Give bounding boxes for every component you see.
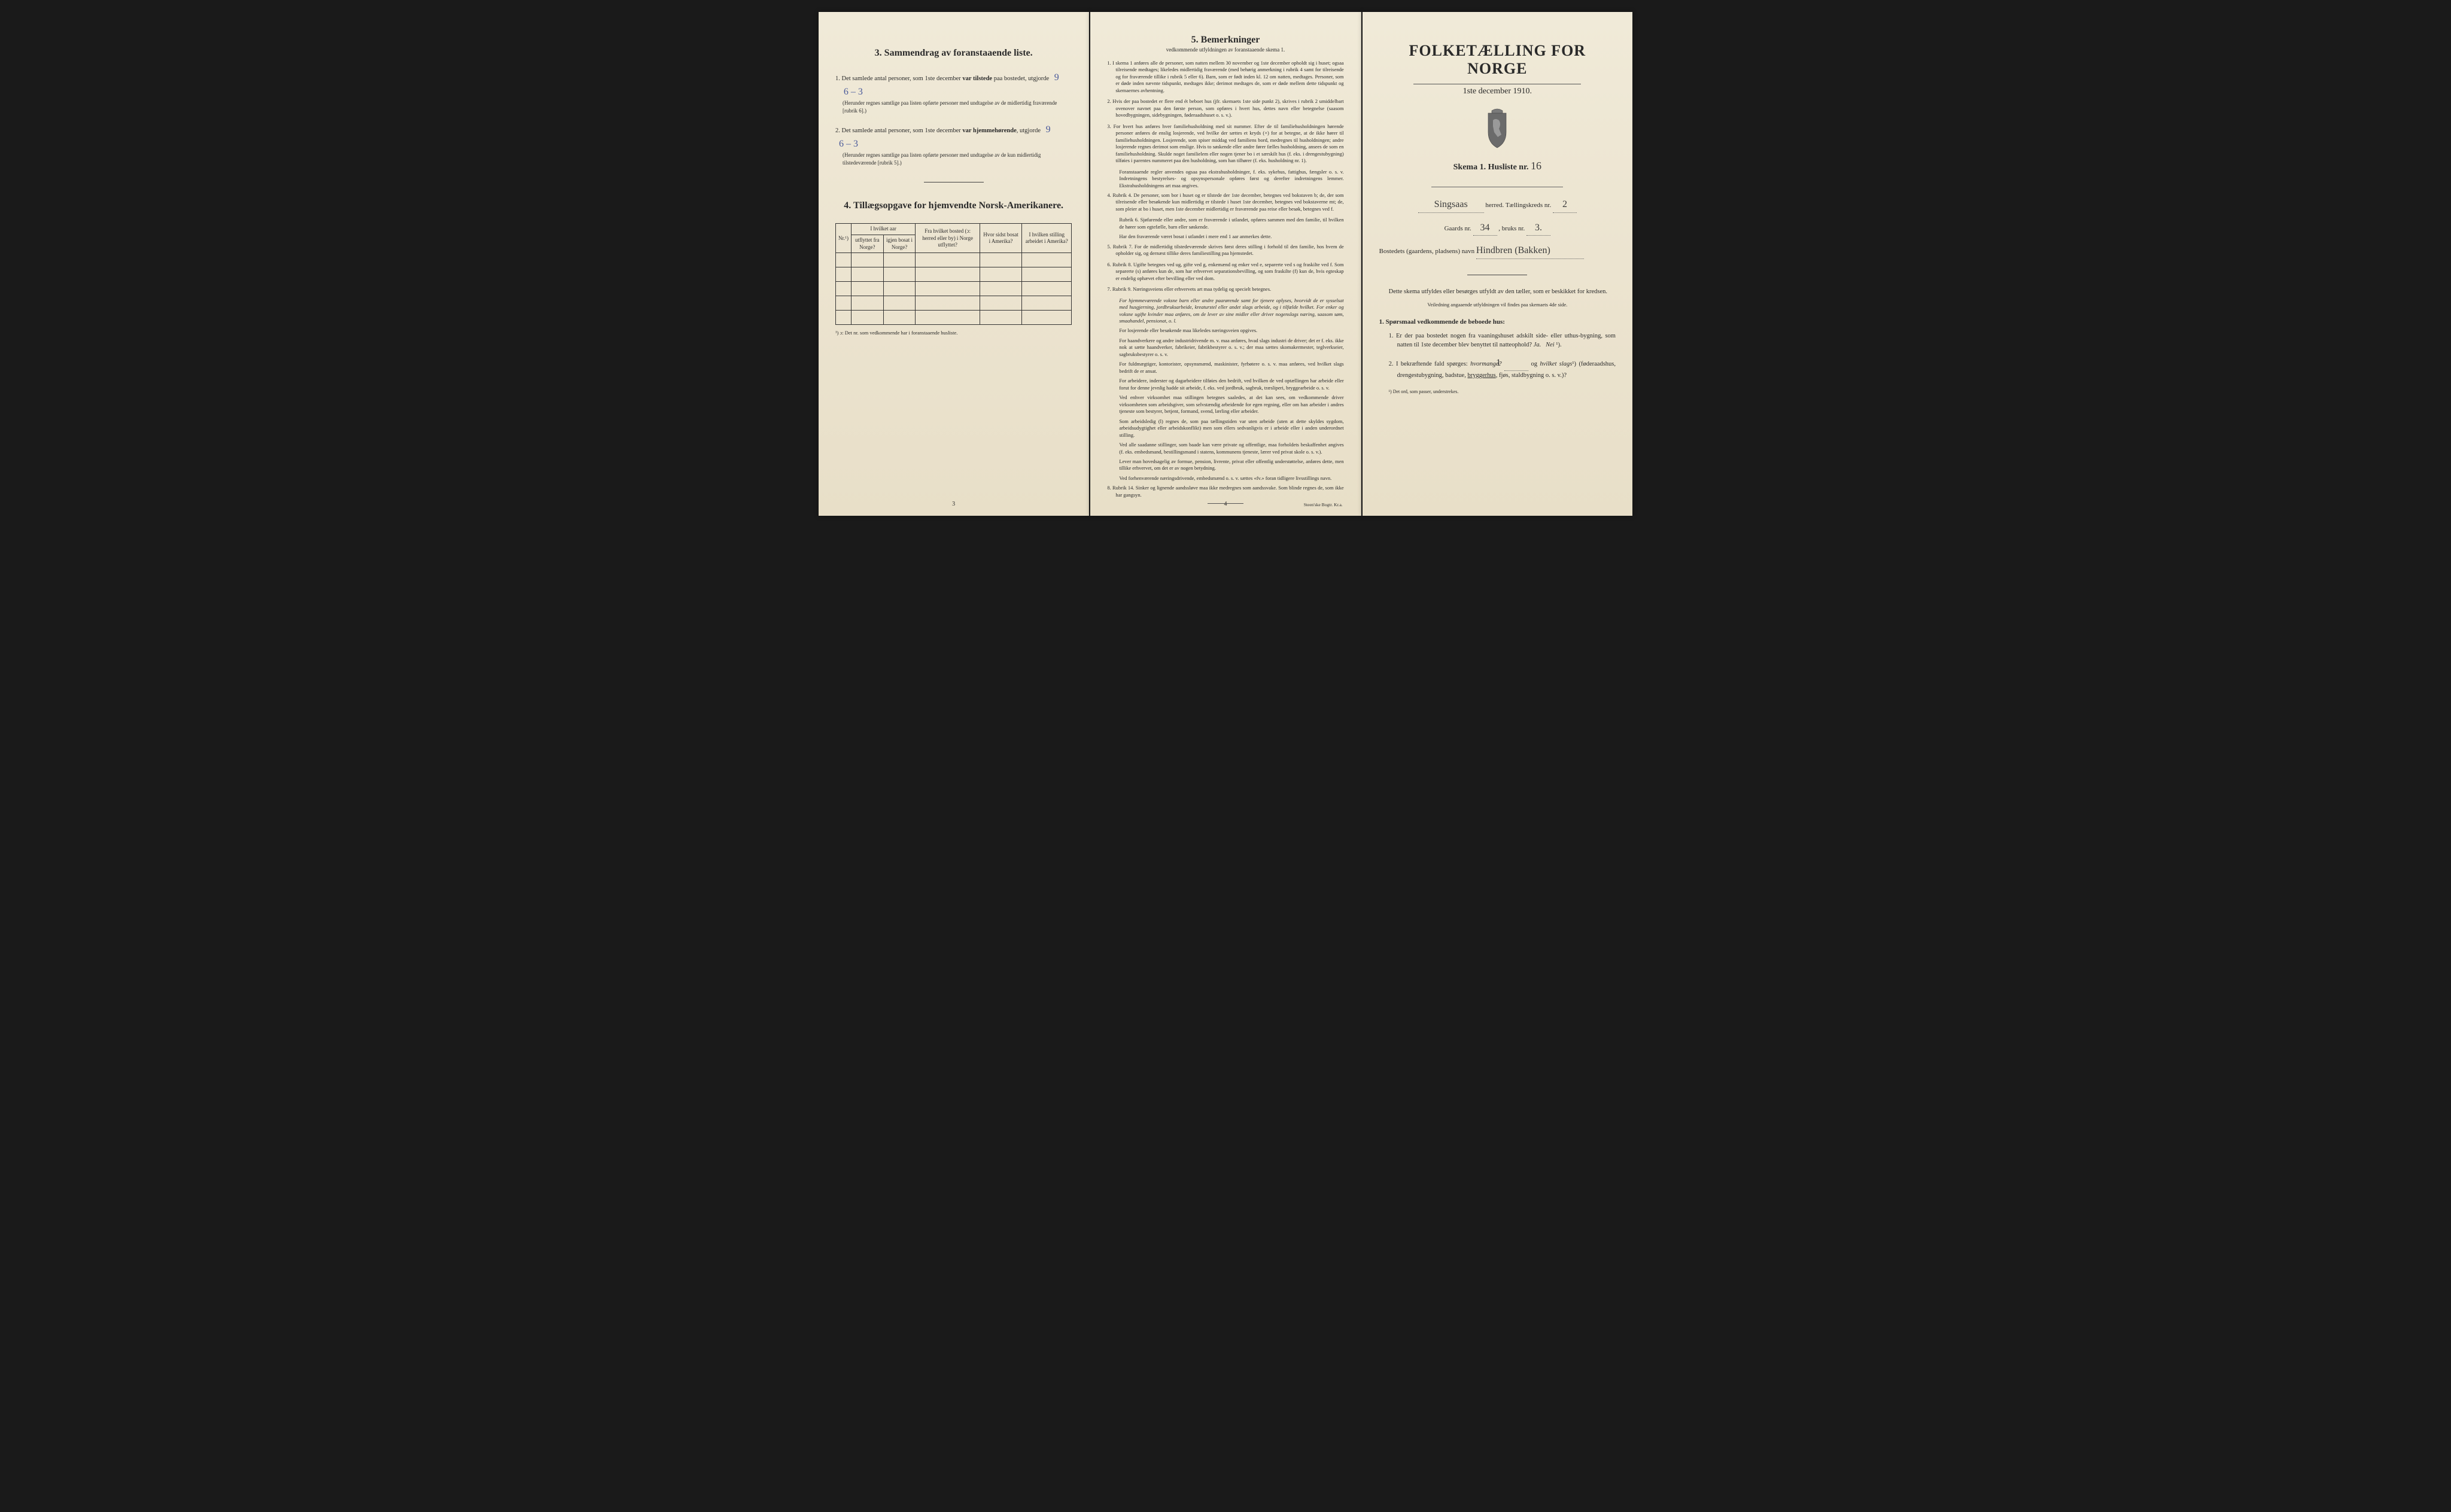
guidance-note: Veiledning angaaende utfyldningen vil fi… <box>1379 302 1616 308</box>
hw-husliste-nr: 16 <box>1531 160 1541 172</box>
section3-title: 3. Sammendrag av foranstaaende liste. <box>835 48 1072 59</box>
th-bosted: Fra hvilket bosted (ɔ: herred eller by) … <box>916 224 980 253</box>
th-igjen: igjen bosat i Norge? <box>883 235 916 253</box>
table-footnote: ¹) ɔ: Det nr. som vedkommende har i fora… <box>835 330 1072 336</box>
table-row <box>836 311 1072 325</box>
remark-5: 5. Rubrik 7. For de midlertidig tilstede… <box>1107 244 1343 257</box>
remark-8: 8. Rubrik 14. Sinker og lignende aandssl… <box>1107 485 1343 498</box>
th-utflyttet: utflyttet fra Norge? <box>851 235 883 253</box>
table-row <box>836 296 1072 311</box>
remark-7c: For haandverkere og andre industridriven… <box>1107 337 1343 358</box>
page-right: FOLKETÆLLING FOR NORGE 1ste december 191… <box>1363 12 1632 516</box>
herred-line: Singsaas herred. Tællingskreds nr. 2 <box>1379 197 1616 213</box>
section5-subtitle: vedkommende utfyldningen av foranstaaend… <box>1107 47 1343 53</box>
hw-tilstede-total: 9 <box>1051 71 1069 85</box>
document-spread: 3. Sammendrag av foranstaaende liste. 1.… <box>819 12 1632 516</box>
remark-7j: Ved forhenværende næringsdrivende, embed… <box>1107 475 1343 482</box>
hw-kreds: 2 <box>1553 197 1577 213</box>
q2-bryggerhus: bryggerhus <box>1467 372 1495 379</box>
hw-hvormange: 1 <box>1504 356 1528 371</box>
question-1: 1. Er der paa bostedet nogen fra vaaning… <box>1389 331 1616 351</box>
table-row <box>836 267 1072 282</box>
summary-item-2: 2. Det samlede antal personer, som 1ste … <box>835 123 1072 166</box>
remark-1: 1. I skema 1 anføres alle de personer, s… <box>1107 60 1343 94</box>
table-row <box>836 282 1072 296</box>
item1-note: (Herunder regnes samtlige paa listen opf… <box>843 99 1072 114</box>
remarks-list: 1. I skema 1 anføres alle de personer, s… <box>1107 60 1343 498</box>
th-amerika: Hvor sidst bosat i Amerika? <box>980 224 1021 253</box>
hw-hjemme-total: 9 <box>1042 123 1060 137</box>
remark-7i: Lever man hovedsagelig av formue, pensio… <box>1107 458 1343 472</box>
census-date: 1ste december 1910. <box>1379 87 1616 96</box>
hw-herred: Singsaas <box>1418 197 1484 213</box>
remark-7f: Ved enhver virksomhet maa stillingen bet… <box>1107 394 1343 415</box>
remark-4-suba: Rubrik 6. Sjøfarende eller andre, som er… <box>1107 217 1343 230</box>
hw-hjemme-split: 6 – 3 <box>835 137 862 151</box>
remark-7d: For fuldmægtiger, kontorister, opsynsmæn… <box>1107 361 1343 375</box>
question-2: 2. I bekræftende fald spørges: hvormange… <box>1389 356 1616 381</box>
remark-7g: Som arbeidsledig (l) regnes de, som paa … <box>1107 418 1343 439</box>
hw-tilstede-split: 6 – 3 <box>840 85 866 99</box>
remark-4-subb: Har den fraværende været bosat i utlande… <box>1107 233 1343 240</box>
remark-7a: For hjemmeværende voksne barn eller andr… <box>1107 297 1343 325</box>
page-number-4: 4 <box>1224 501 1227 507</box>
th-nr: Nr.¹) <box>836 224 852 253</box>
remark-4: 4. Rubrik 4. De personer, som bor i huse… <box>1107 192 1343 212</box>
filler-instruction: Dette skema utfyldes eller besørges utfy… <box>1379 287 1616 297</box>
th-aar: I hvilket aar <box>851 224 915 235</box>
skema-line: Skema 1. Husliste nr. 16 <box>1379 160 1616 172</box>
tillaeg-table: Nr.¹) I hvilket aar Fra hvilket bosted (… <box>835 223 1072 325</box>
hw-bruks-nr: 3. <box>1526 220 1550 236</box>
table-row <box>836 253 1072 267</box>
remark-7e: For arbeidere, inderster og dagarbeidere… <box>1107 378 1343 391</box>
bosted-line: Bostedets (gaardens, pladsens) navn Hind… <box>1379 243 1616 259</box>
th-stilling: I hvilken stilling arbeidet i Amerika? <box>1022 224 1072 253</box>
section5-title: 5. Bemerkninger <box>1107 35 1343 45</box>
hw-gaards-nr: 34 <box>1473 220 1497 236</box>
remark-7: 7. Rubrik 9. Næringsveiens eller erhverv… <box>1107 286 1343 293</box>
remark-7h: Ved alle saadanne stillinger, som baade … <box>1107 442 1343 455</box>
page-center: 5. Bemerkninger vedkommende utfyldningen… <box>1090 12 1361 516</box>
census-title: FOLKETÆLLING FOR NORGE <box>1379 42 1616 78</box>
remark-6: 6. Rubrik 8. Ugifte betegnes ved ug, gif… <box>1107 261 1343 282</box>
hw-bosted-navn: Hindbren (Bakken) <box>1476 243 1584 259</box>
remark-7b: For losjerende eller besøkende maa likel… <box>1107 327 1343 334</box>
remark-3: 3. For hvert hus anføres hver familiehus… <box>1107 123 1343 165</box>
item2-note: (Herunder regnes samtlige paa listen opf… <box>843 151 1072 166</box>
gaards-line: Gaards nr. 34 , bruks nr. 3. <box>1379 220 1616 236</box>
remark-2: 2. Hvis der paa bostedet er flere end ét… <box>1107 98 1343 118</box>
printer-mark: Steen'ske Bogtr. Kr.a. <box>1304 502 1343 507</box>
q1-ja: Ja. <box>1534 342 1541 348</box>
summary-item-1: 1. Det samlede antal personer, som 1ste … <box>835 71 1072 114</box>
right-footnote: ¹) Det ord, som passer, understrekes. <box>1379 389 1616 394</box>
section4-title: 4. Tillægsopgave for hjemvendte Norsk-Am… <box>835 200 1072 211</box>
question-heading: 1. Spørsmaal vedkommende de beboede hus: <box>1379 318 1616 325</box>
remark-3-sub: Foranstaaende regler anvendes ogsaa paa … <box>1107 169 1343 189</box>
q1-nei: Nei <box>1546 342 1555 348</box>
page-number-3: 3 <box>952 501 955 507</box>
page-left: 3. Sammendrag av foranstaaende liste. 1.… <box>819 12 1089 516</box>
coat-of-arms-icon <box>1481 108 1513 150</box>
